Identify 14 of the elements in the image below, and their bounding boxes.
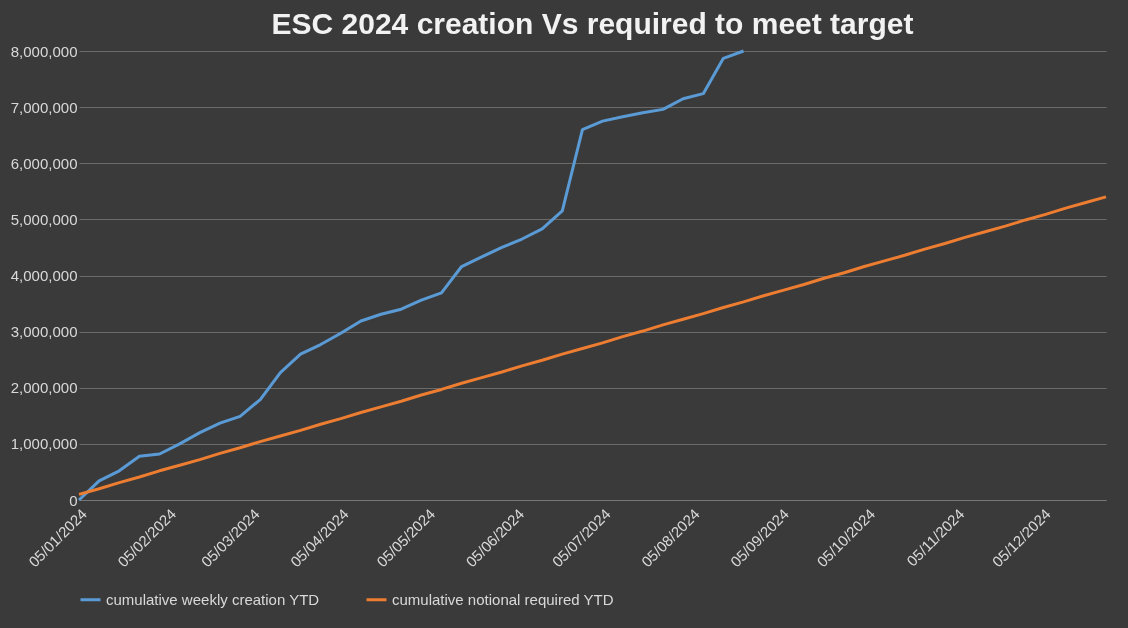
y-tick-label: 0 <box>69 491 78 509</box>
line-series <box>77 195 1108 496</box>
chart-title: ESC 2024 creation Vs required to meet target <box>271 7 914 40</box>
y-tick-label: 6,000,000 <box>10 154 78 172</box>
y-tick-label: 1,000,000 <box>10 435 78 453</box>
line-series <box>77 49 746 502</box>
y-tick-label: 2,000,000 <box>10 379 78 397</box>
y-tick-label: 4,000,000 <box>10 267 78 284</box>
y-tick-label: 3,000,000 <box>10 323 78 341</box>
y-tick-label: 7,000,000 <box>10 98 78 116</box>
legend-label: cumulative notional required YTD <box>392 590 614 608</box>
legend-label: cumulative weekly creation YTD <box>106 590 320 608</box>
y-tick-label: 8,000,000 <box>10 42 78 60</box>
y-tick-label: 5,000,000 <box>10 210 78 228</box>
